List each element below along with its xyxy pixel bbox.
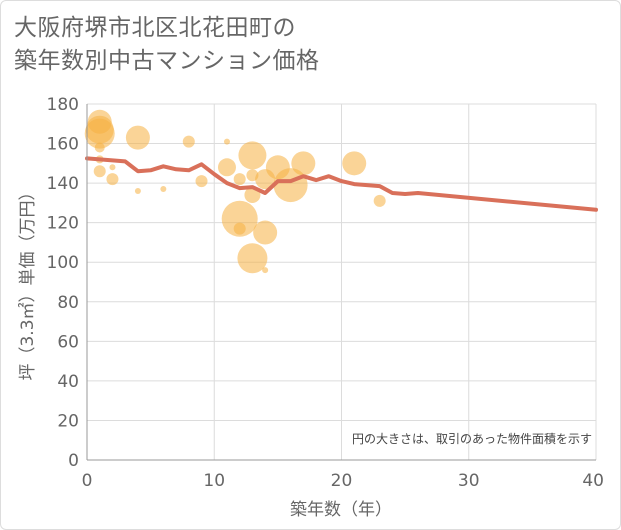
chart-title-line-1: 大阪府堺市北区北花田町の <box>14 15 296 41</box>
data-bubble <box>221 200 258 237</box>
x-tick-label: 20 <box>331 471 353 491</box>
y-tick-label: 120 <box>47 214 79 234</box>
data-bubble <box>253 220 278 245</box>
data-bubble <box>223 138 230 145</box>
y-axis-title: 坪（3.3㎡）単価（万円） <box>18 183 38 380</box>
chart-title: 大阪府堺市北区北花田町の 築年数別中古マンション価格 <box>14 12 320 78</box>
data-bubble <box>195 175 208 188</box>
data-bubble <box>342 151 367 176</box>
trend-line-series <box>85 156 598 212</box>
x-tick-label: 0 <box>82 471 93 491</box>
trend-line <box>85 156 598 212</box>
chart-note: 円の大きさは、取引のあった物件面積を示す <box>352 431 592 446</box>
data-bubble <box>233 222 246 235</box>
y-tick-label: 0 <box>68 451 79 471</box>
y-tick-label: 60 <box>57 332 79 352</box>
data-bubble <box>291 151 316 176</box>
data-bubble <box>84 118 115 149</box>
y-tick-label: 140 <box>47 174 79 194</box>
y-tick-label: 100 <box>47 253 79 273</box>
data-bubble <box>109 164 116 171</box>
data-bubble <box>134 188 141 195</box>
y-tick-label: 80 <box>57 293 79 313</box>
data-bubble <box>93 165 106 178</box>
x-tick-label: 30 <box>458 471 480 491</box>
data-bubble <box>233 173 246 186</box>
data-bubble <box>125 125 150 150</box>
data-bubble <box>262 267 269 274</box>
data-bubble <box>94 142 105 153</box>
data-bubble <box>182 135 195 148</box>
data-bubble <box>373 194 386 207</box>
x-tick-label: 10 <box>203 471 225 491</box>
bubble-series <box>84 109 386 274</box>
chart-title-line-2: 築年数別中古マンション価格 <box>14 48 320 74</box>
axes <box>86 104 596 461</box>
y-tick-label: 160 <box>47 135 79 155</box>
x-tick-label: 40 <box>582 471 604 491</box>
y-tick-label: 40 <box>57 372 79 392</box>
data-bubble <box>106 173 119 186</box>
data-bubble <box>237 243 268 274</box>
tick-labels: 0 20 40 60 80 100 120 140 160 180 0 10 20 30 40 <box>47 95 604 491</box>
data-bubble <box>160 186 167 193</box>
y-tick-label: 20 <box>57 411 79 431</box>
data-bubble <box>217 158 236 177</box>
x-axis-title: 築年数（年） <box>290 500 392 520</box>
data-bubble <box>238 141 267 170</box>
y-tick-label: 180 <box>47 95 79 115</box>
